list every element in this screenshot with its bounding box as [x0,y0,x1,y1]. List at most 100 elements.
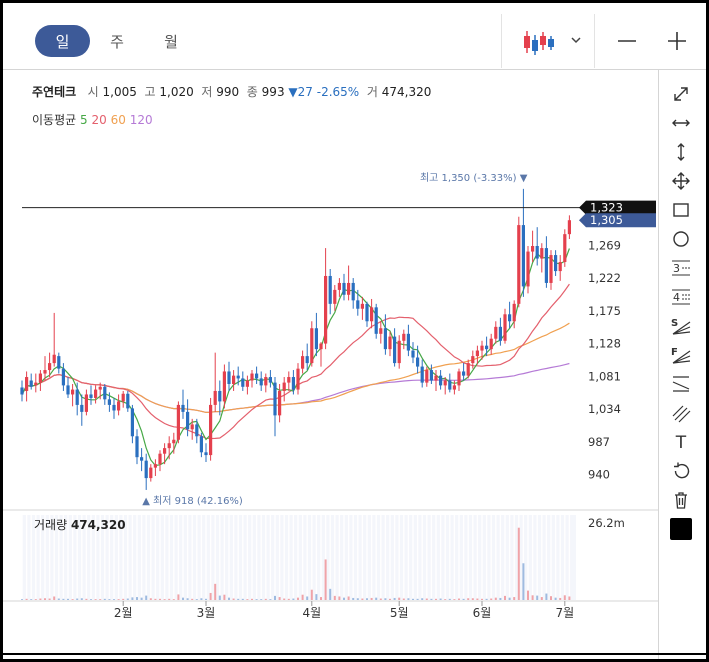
price-chart[interactable]: 1,269 1,222 1,175 1,128 1,081 1,034 987 940 2월 3월… [3,69,658,659]
fit-horizontal-button[interactable] [666,110,696,136]
candle-body [209,404,213,456]
volume-bar [200,598,203,600]
volume-bar [384,598,387,600]
tab-day[interactable]: 일 [35,25,90,57]
volume-bar [481,598,483,600]
text-tool[interactable]: T [666,429,696,455]
volume-bar [287,598,290,600]
volume-bar [550,596,552,600]
low-label: 저 [201,85,213,99]
candle-body [480,345,484,351]
candle-body [563,234,567,263]
speed-fan-f-tool[interactable]: F [666,342,696,368]
candle-body [255,373,259,379]
candle-body [195,424,199,437]
volume-bar [517,527,520,600]
chart-type-button[interactable] [510,14,588,68]
candle-body [130,408,134,437]
volume-bar [425,598,428,600]
volume-bar [393,597,396,600]
candle-body [75,389,79,405]
candle-body [273,382,277,416]
trend-angle-icon [672,376,690,392]
volume-bar [370,597,373,600]
last-price-tag [579,213,656,228]
candle-body [199,436,203,453]
candle-body [103,386,107,400]
candle-body [356,300,360,309]
candle-body [80,404,84,412]
candle-body [61,368,65,386]
tab-week[interactable]: 주 [110,32,124,51]
high-label: 고 [144,85,156,99]
candle-body [181,404,185,412]
low-value: 990 [216,85,240,99]
volume-bar [471,598,474,600]
volume-bar [513,597,516,600]
volume-bar [53,596,56,600]
color-picker-button[interactable] [666,516,696,542]
zoom-in-button[interactable] [657,14,697,68]
volume-bar [172,599,175,600]
candle-body [521,225,525,287]
volume-bar [508,597,511,600]
delete-button[interactable] [666,487,696,513]
stock-name: 주연테크 [32,85,77,99]
horizontal-line-value: 1,323 [590,201,623,215]
fibonacci-3-tool[interactable]: 3 [666,255,696,281]
move-button[interactable] [666,168,696,194]
y-tick-label: 987 [588,435,610,449]
candle-body [158,453,162,465]
volume-bar [71,599,74,600]
change-value: 27 [297,85,313,99]
volume-bar [103,598,106,600]
fibonacci-4-tool[interactable]: 4 [666,284,696,310]
volume-bar [347,596,350,600]
volume-bar [251,598,253,600]
volume-bar [563,595,566,600]
rectangle-tool[interactable] [666,197,696,223]
volume-bar [568,596,571,600]
volume-bar [531,595,534,600]
zoom-out-button[interactable] [607,14,647,68]
volume-bar [329,588,332,600]
fullscreen-button[interactable] [666,81,696,107]
candle-body [333,289,337,304]
candle-body [439,375,443,386]
rectangle-icon [673,203,689,217]
plus-icon [668,32,686,50]
volume-bar [352,597,355,600]
drawing-toolbar: 3 4 S F T [658,69,706,659]
candle-body [241,378,245,387]
last-price-value: 1,305 [590,213,623,227]
candle-body [425,370,429,383]
volume-bar [163,599,166,600]
open-value: 1,005 [102,85,137,99]
undo-button[interactable] [666,458,696,484]
candle-body [448,380,452,390]
volume-bar [195,599,198,600]
bottom-border [3,653,706,655]
volume-bar [444,599,447,600]
fit-vertical-button[interactable] [666,139,696,165]
tab-month[interactable]: 월 [164,32,178,51]
moving-average-legend: 이동평균 5 20 60 120 [32,111,153,128]
candle-body [222,371,226,402]
moving-average-label: 이동평균 [32,113,77,127]
candle-body [402,333,406,341]
parallel-lines-tool[interactable] [666,400,696,426]
candle-body [287,377,291,383]
circle-tool[interactable] [666,226,696,252]
trend-angle-tool[interactable] [666,371,696,397]
volume-bar [559,597,562,600]
volume-bar [94,599,97,600]
x-tick-label: 6월 [473,606,492,620]
volume-bar [306,596,309,600]
volume-bar [278,597,281,600]
volume-bar [80,598,83,600]
parallel-lines-icon [672,405,691,423]
candle-body [25,377,29,391]
candle-body [498,326,502,341]
speed-fan-s-tool[interactable]: S [666,313,696,339]
candle-body [314,328,318,350]
